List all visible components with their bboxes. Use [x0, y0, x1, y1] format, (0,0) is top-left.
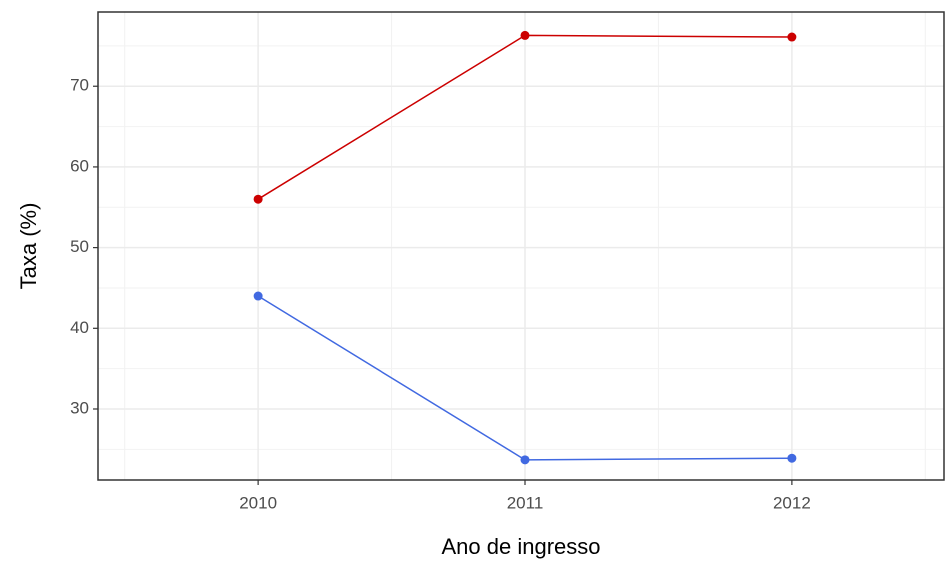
- x-tick-label: 2012: [773, 493, 811, 512]
- point: [520, 455, 530, 465]
- y-tick-label: 70: [70, 76, 89, 95]
- x-axis-label: Ano de ingresso: [442, 534, 601, 559]
- y-tick-label: 50: [70, 237, 89, 256]
- x-tick-label: 2010: [239, 493, 277, 512]
- point: [787, 453, 797, 463]
- y-tick-label: 30: [70, 398, 89, 417]
- x-tick-label: 2011: [507, 493, 544, 512]
- point: [520, 30, 530, 40]
- point: [253, 291, 263, 301]
- y-axis-label: Taxa (%): [16, 203, 41, 290]
- y-tick-label: 40: [70, 318, 89, 337]
- point: [253, 194, 263, 204]
- panel-border: [97, 11, 945, 481]
- point: [787, 32, 797, 42]
- y-tick-label: 60: [70, 156, 89, 175]
